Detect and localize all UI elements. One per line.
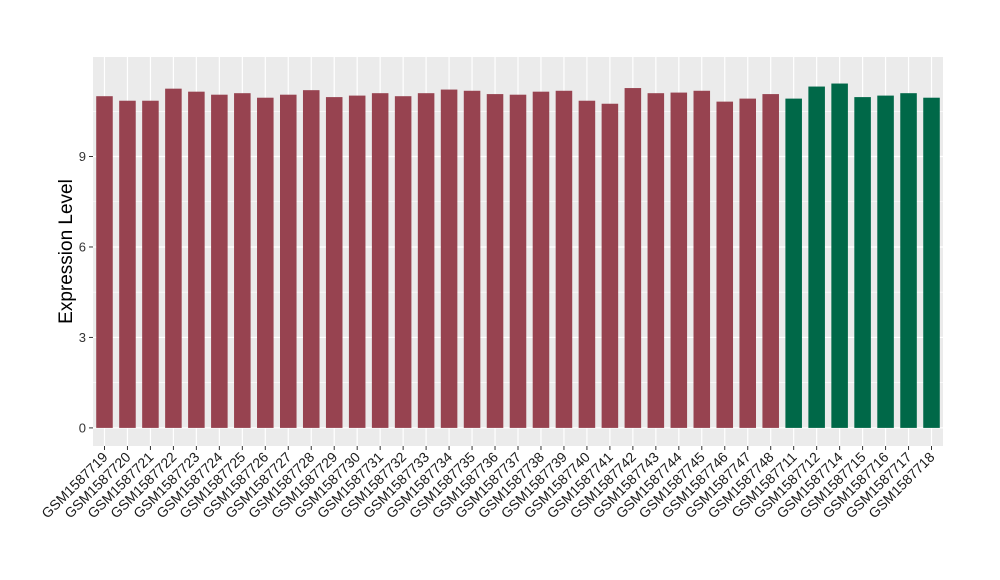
bar-GSM1587729: [325, 97, 343, 428]
bar-GSM1587711: [785, 98, 802, 428]
y-tick-label: 6: [79, 239, 86, 254]
y-axis-title: Expression Level: [56, 179, 77, 324]
y-tick-label: 0: [79, 420, 86, 435]
bar-GSM1587718: [923, 97, 940, 428]
bar-GSM1587728: [302, 90, 320, 428]
bar-GSM1587743: [647, 93, 665, 428]
bar-GSM1587721: [142, 100, 159, 428]
bar-GSM1587741: [601, 103, 619, 428]
bar-GSM1587720: [119, 100, 136, 428]
bar-GSM1587724: [211, 94, 228, 428]
bar-GSM1587744: [670, 92, 688, 428]
bar-GSM1587738: [532, 91, 550, 428]
bar-GSM1587726: [257, 97, 274, 428]
bar-GSM1587723: [188, 91, 205, 428]
y-tick-label: 3: [79, 330, 86, 345]
bar-GSM1587715: [854, 97, 871, 428]
bar-GSM1587736: [486, 94, 504, 428]
bar-GSM1587740: [578, 100, 596, 428]
bar-GSM1587747: [739, 98, 756, 428]
bar-GSM1587714: [831, 83, 848, 428]
y-tick-label: 9: [79, 149, 86, 164]
bar-GSM1587733: [417, 93, 435, 428]
bar-GSM1587734: [440, 89, 458, 428]
bar-GSM1587712: [808, 86, 825, 428]
bar-GSM1587739: [555, 90, 573, 428]
bars: [96, 83, 940, 428]
bar-GSM1587737: [509, 94, 527, 428]
bar-GSM1587725: [234, 93, 251, 428]
bar-GSM1587719: [96, 96, 113, 428]
bar-GSM1587745: [693, 90, 711, 428]
bar-GSM1587727: [280, 94, 297, 428]
bar-GSM1587742: [624, 88, 642, 428]
x-axis: GSM1587719GSM1587720GSM1587721GSM1587722…: [38, 446, 938, 521]
bar-GSM1587748: [762, 94, 779, 428]
bar-GSM1587716: [877, 95, 894, 428]
bar-GSM1587731: [371, 93, 389, 428]
bar-GSM1587746: [716, 101, 734, 428]
bar-GSM1587730: [348, 95, 366, 428]
bar-GSM1587717: [900, 93, 917, 428]
bar-GSM1587732: [394, 96, 412, 428]
bar-GSM1587735: [463, 90, 481, 428]
bar-GSM1587722: [165, 88, 182, 428]
y-axis: 0 3 6 9: [79, 149, 93, 435]
